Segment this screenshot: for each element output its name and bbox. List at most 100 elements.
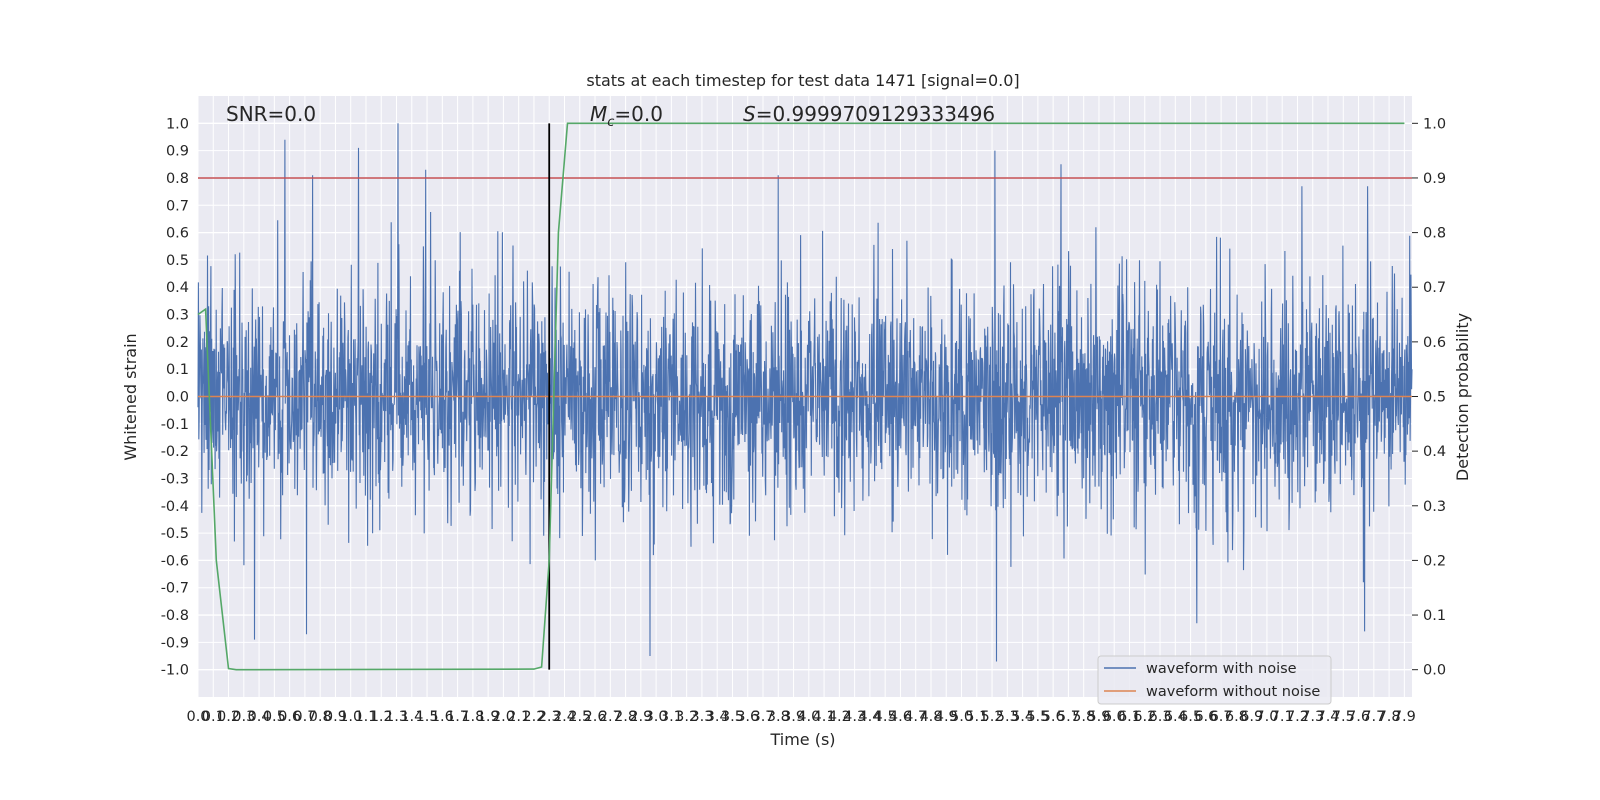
x-tick-label: 1.8: [461, 709, 484, 725]
detection-probability-line: [197, 122, 1405, 671]
chirp-mass-symbol: M: [590, 102, 607, 126]
x-tick-label: 1.9: [477, 709, 500, 725]
x-axis-label: Time (s): [769, 730, 835, 749]
y-right-tick-label: 0.5: [1423, 390, 1446, 406]
x-tick-label: 0.5: [263, 709, 286, 725]
score-value: =0.9999709129333496: [756, 102, 995, 126]
x-tick-label: 1.6: [431, 709, 454, 725]
y-tick-label: 0.2: [166, 335, 189, 351]
y-right-tick-label: 0.0: [1423, 663, 1446, 679]
x-tick-label: 2.1: [507, 709, 530, 725]
x-axis: 0.00.10.20.30.40.50.60.70.80.91.01.11.21…: [186, 709, 1415, 725]
x-tick-label: 4.5: [874, 709, 897, 725]
x-tick-label: 6.2: [1133, 709, 1156, 725]
y-right-tick-label: 0.3: [1423, 499, 1446, 515]
y-axis-label: Whitened strain: [121, 333, 140, 460]
x-tick-label: 5.6: [1042, 709, 1065, 725]
y-tick-label: -0.4: [161, 499, 189, 515]
x-tick-label: 2.7: [599, 709, 622, 725]
x-tick-label: 1.1: [354, 709, 377, 725]
y-right-tick-label: 0.1: [1423, 608, 1446, 624]
score-annotation: S=0.9999709129333496: [743, 102, 995, 126]
x-tick-label: 5.9: [1087, 709, 1110, 725]
y-tick-label: 0.7: [166, 198, 189, 214]
y-axis-right-label: Detection probability: [1453, 313, 1472, 481]
y-right-tick-label: 1.0: [1423, 116, 1446, 132]
y-tick-label: 0.4: [166, 280, 189, 296]
x-tick-label: 7.0: [1255, 709, 1278, 725]
x-tick-label: 7.9: [1393, 709, 1416, 725]
x-tick-label: 6.9: [1240, 709, 1263, 725]
y-right-tick-label: 0.8: [1423, 226, 1446, 242]
y-tick-label: 0.3: [166, 308, 189, 324]
snr-annotation: SNR=0.0: [226, 102, 316, 126]
x-tick-label: 2.8: [614, 709, 637, 725]
y-tick-label: -0.9: [161, 635, 189, 651]
x-tick-label: 0.7: [293, 709, 316, 725]
x-tick-label: 7.2: [1286, 709, 1309, 725]
y-tick-label: -0.2: [161, 444, 189, 460]
x-tick-label: 2.5: [568, 709, 591, 725]
x-tick-label: 1.0: [339, 709, 362, 725]
y-right-tick-label: 0.2: [1423, 553, 1446, 569]
x-tick-label: 5.8: [1072, 709, 1095, 725]
x-tick-label: 7.5: [1332, 709, 1355, 725]
score-symbol: S: [743, 102, 756, 126]
y-tick-label: -0.8: [161, 608, 189, 624]
x-tick-label: 0.6: [278, 709, 301, 725]
x-tick-label: 4.7: [904, 709, 927, 725]
x-tick-label: 6.1: [1118, 709, 1141, 725]
y-tick-label: 0.5: [166, 253, 189, 269]
x-tick-label: 4.0: [797, 709, 820, 725]
y-tick-label: -1.0: [161, 663, 189, 679]
x-tick-label: 7.7: [1362, 709, 1385, 725]
x-tick-label: 2.4: [553, 709, 576, 725]
x-tick-label: 6.4: [1164, 709, 1187, 725]
x-tick-label: 4.3: [843, 709, 866, 725]
x-tick-label: 6.0: [1103, 709, 1126, 725]
x-tick-label: 0.8: [309, 709, 332, 725]
x-tick-label: 5.2: [981, 709, 1004, 725]
legend: waveform with noise waveform without noi…: [1097, 655, 1332, 705]
y-tick-label: 0.9: [166, 144, 189, 160]
x-tick-label: 3.6: [736, 709, 759, 725]
x-tick-label: 5.0: [950, 709, 973, 725]
y-right-tick-label: 0.6: [1423, 335, 1446, 351]
y-tick-label: -0.6: [161, 553, 189, 569]
x-tick-label: 4.2: [828, 709, 851, 725]
x-tick-label: 2.2: [522, 709, 545, 725]
x-tick-label: 5.7: [1057, 709, 1080, 725]
reference-lines: [198, 123, 1412, 670]
y-tick-label: 1.0: [166, 116, 189, 132]
legend-box: [1097, 655, 1332, 705]
x-tick-label: 7.6: [1347, 709, 1370, 725]
x-tick-label: 3.5: [721, 709, 744, 725]
x-tick-label: 7.1: [1271, 709, 1294, 725]
y-tick-label: 0.6: [166, 226, 189, 242]
left-y-axis: 1.0 0.9 0.8 0.7 0.6 0.5 0.4 0.3 0.2 0.1 0.0 -0.1 -0.…: [161, 116, 189, 678]
x-tick-label: 5.5: [1026, 709, 1049, 725]
y-right-tick-label: 0.7: [1423, 280, 1446, 296]
x-tick-label: 2.3: [538, 709, 561, 725]
x-tick-label: 0.4: [248, 709, 271, 725]
x-tick-label: 2.0: [492, 709, 515, 725]
y-tick-label: 0.1: [166, 362, 189, 378]
x-tick-label: 3.2: [675, 709, 698, 725]
x-tick-label: 3.9: [782, 709, 805, 725]
x-tick-label: 3.7: [751, 709, 774, 725]
x-tick-label: 7.3: [1301, 709, 1324, 725]
x-tick-label: 4.4: [858, 709, 881, 725]
x-tick-label: 7.8: [1378, 709, 1401, 725]
x-tick-label: 3.8: [767, 709, 790, 725]
x-tick-label: 0.0: [186, 709, 209, 725]
y-tick-label: -0.3: [161, 471, 189, 487]
x-tick-label: 4.8: [919, 709, 942, 725]
y-tick-label: 0.0: [166, 390, 189, 406]
x-tick-label: 2.9: [629, 709, 652, 725]
x-tick-label: 4.9: [935, 709, 958, 725]
waveform-with-noise-series: [197, 123, 1413, 662]
x-tick-label: 5.3: [996, 709, 1019, 725]
y-tick-label: -0.7: [161, 581, 189, 597]
x-tick-label: 0.9: [324, 709, 347, 725]
x-tick-label: 4.6: [889, 709, 912, 725]
